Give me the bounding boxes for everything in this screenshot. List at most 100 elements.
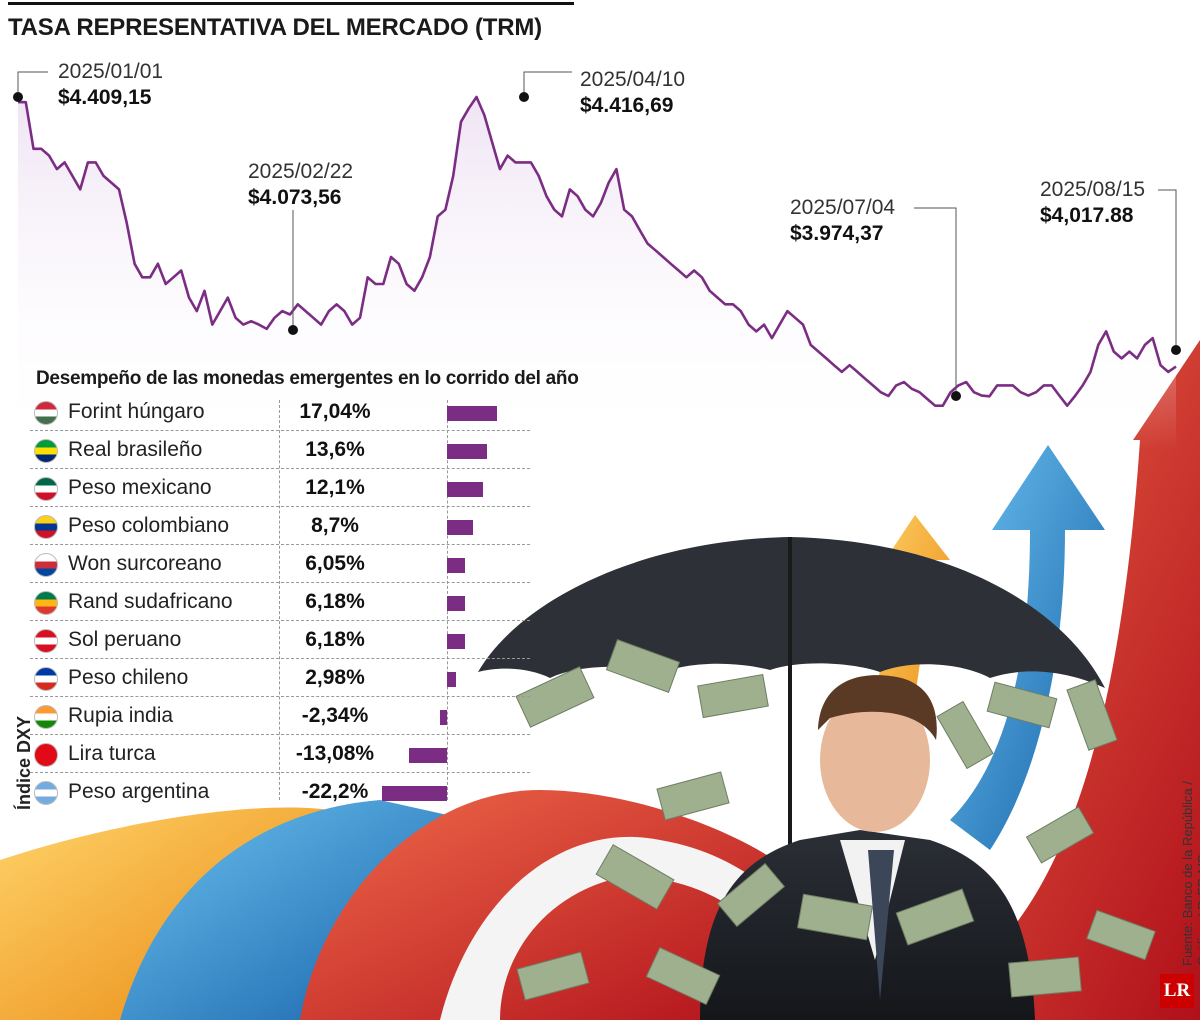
currency-change: 6,05%	[305, 552, 365, 575]
currency-bar	[447, 520, 473, 535]
man-face	[820, 688, 930, 832]
currency-change: 6,18%	[305, 628, 365, 651]
annotation-value: $3.974,37	[790, 222, 883, 245]
currency-change: 2,98%	[305, 666, 365, 689]
currency-name: Rupia india	[68, 704, 174, 727]
currency-change: -22,2%	[301, 780, 369, 803]
currency-bar	[408, 748, 447, 763]
annotation-leader	[914, 207, 957, 396]
currency-row: Lira turca -13,08%	[30, 735, 530, 773]
currency-bar	[447, 444, 487, 459]
currency-row: Real brasileño 13,6%	[30, 431, 530, 469]
currency-row: Peso argentina -22,2%	[30, 773, 530, 811]
currency-change: 6,18%	[305, 590, 365, 613]
currency-row: Won surcoreano 6,05%	[30, 545, 530, 583]
currency-change: 13,6%	[305, 438, 365, 461]
row-divider	[30, 772, 530, 773]
row-divider	[30, 734, 530, 735]
annotation-point	[951, 391, 961, 401]
top-rule	[8, 2, 574, 5]
annotation-point	[288, 325, 298, 335]
currency-row: Rupia india -2,34%	[30, 697, 530, 735]
arrow-red	[880, 340, 1200, 1020]
flag-icon	[34, 477, 58, 501]
currency-row: Peso mexicano 12,1%	[30, 469, 530, 507]
annotation-date: 2025/08/15	[1040, 178, 1145, 201]
currency-bar	[447, 406, 497, 421]
emerging-currencies-table: Forint húngaro 17,04% Real brasileño 13,6% P…	[30, 393, 530, 811]
annotation-value: $4.409,15	[58, 86, 152, 109]
annotation-point	[1171, 345, 1181, 355]
currency-name: Peso mexicano	[68, 476, 212, 499]
annotation-value: $4.073,56	[248, 186, 341, 209]
annotation-date: 2025/07/04	[790, 196, 895, 219]
row-divider	[30, 430, 530, 431]
row-divider	[30, 544, 530, 545]
currency-change: -13,08%	[295, 742, 375, 765]
currency-change: 8,7%	[311, 514, 359, 537]
currency-name: Rand sudafricano	[68, 590, 233, 613]
flag-icon	[34, 743, 58, 767]
chart-title: TASA REPRESENTATIVA DEL MERCADO (TRM)	[8, 14, 542, 41]
row-divider	[30, 468, 530, 469]
annotation-leader	[523, 71, 572, 97]
currency-row: Forint húngaro 17,04%	[30, 393, 530, 431]
row-divider	[30, 658, 530, 659]
currency-name: Lira turca	[68, 742, 156, 765]
currency-row: Rand sudafricano 6,18%	[30, 583, 530, 621]
flag-icon	[34, 401, 58, 425]
column-divider	[279, 400, 280, 800]
annotation-date: 2025/01/01	[58, 60, 163, 83]
currency-name: Peso chileno	[68, 666, 189, 689]
row-divider	[30, 696, 530, 697]
annotation-date: 2025/04/10	[580, 68, 685, 91]
trm-line-chart: 2025/01/01 $4.409,15 2025/02/22 $4.073,56 20…	[13, 60, 1181, 450]
currency-bar	[381, 786, 447, 801]
swoosh-white	[440, 836, 780, 1020]
trm-area	[18, 97, 1176, 450]
dxy-label: Índice DXY	[14, 715, 34, 810]
flag-icon	[34, 705, 58, 729]
trm-line	[17, 95, 1177, 407]
annotation-leader	[17, 71, 48, 97]
currency-name: Peso argentina	[68, 780, 210, 803]
row-divider	[30, 620, 530, 621]
annotation-date: 2025/02/22	[248, 160, 353, 183]
flag-icon	[34, 667, 58, 691]
currency-name: Real brasileño	[68, 438, 203, 461]
flag-icon	[34, 591, 58, 615]
flag-icon	[34, 439, 58, 463]
currency-name: Sol peruano	[68, 628, 182, 651]
currency-row: Peso chileno 2,98%	[30, 659, 530, 697]
currency-name: Peso colombiano	[68, 514, 230, 537]
currency-row: Sol peruano 6,18%	[30, 621, 530, 659]
currency-name: Won surcoreano	[68, 552, 222, 575]
flag-icon	[34, 629, 58, 653]
annotation-leader	[1158, 189, 1177, 350]
currency-bar	[440, 710, 448, 725]
currency-name: Forint húngaro	[68, 400, 205, 423]
currency-bar	[447, 672, 456, 687]
row-divider	[30, 506, 530, 507]
currency-row: Peso colombiano 8,7%	[30, 507, 530, 545]
annotation-value: $4,017.88	[1040, 204, 1134, 227]
row-divider	[30, 582, 530, 583]
currency-change: -2,34%	[301, 704, 369, 727]
flag-icon	[34, 781, 58, 805]
annotation-value: $4.416,69	[580, 94, 673, 117]
currency-bar	[447, 596, 466, 611]
currency-change: 17,04%	[299, 400, 371, 423]
money-bills	[515, 639, 1156, 1006]
currency-bar	[447, 482, 483, 497]
currency-bar	[447, 558, 465, 573]
lr-logo: LR	[1160, 974, 1194, 1008]
flag-icon	[34, 553, 58, 577]
currency-change: 12,1%	[305, 476, 365, 499]
emerging-currencies-title: Desempeño de las monedas emergentes en l…	[36, 368, 579, 389]
source-credit: Fuente: Banco de la República / Gráfico:…	[1180, 780, 1200, 966]
annotation-point	[13, 92, 23, 102]
flag-icon	[34, 515, 58, 539]
currency-bar	[447, 634, 466, 649]
annotation-point	[519, 92, 529, 102]
